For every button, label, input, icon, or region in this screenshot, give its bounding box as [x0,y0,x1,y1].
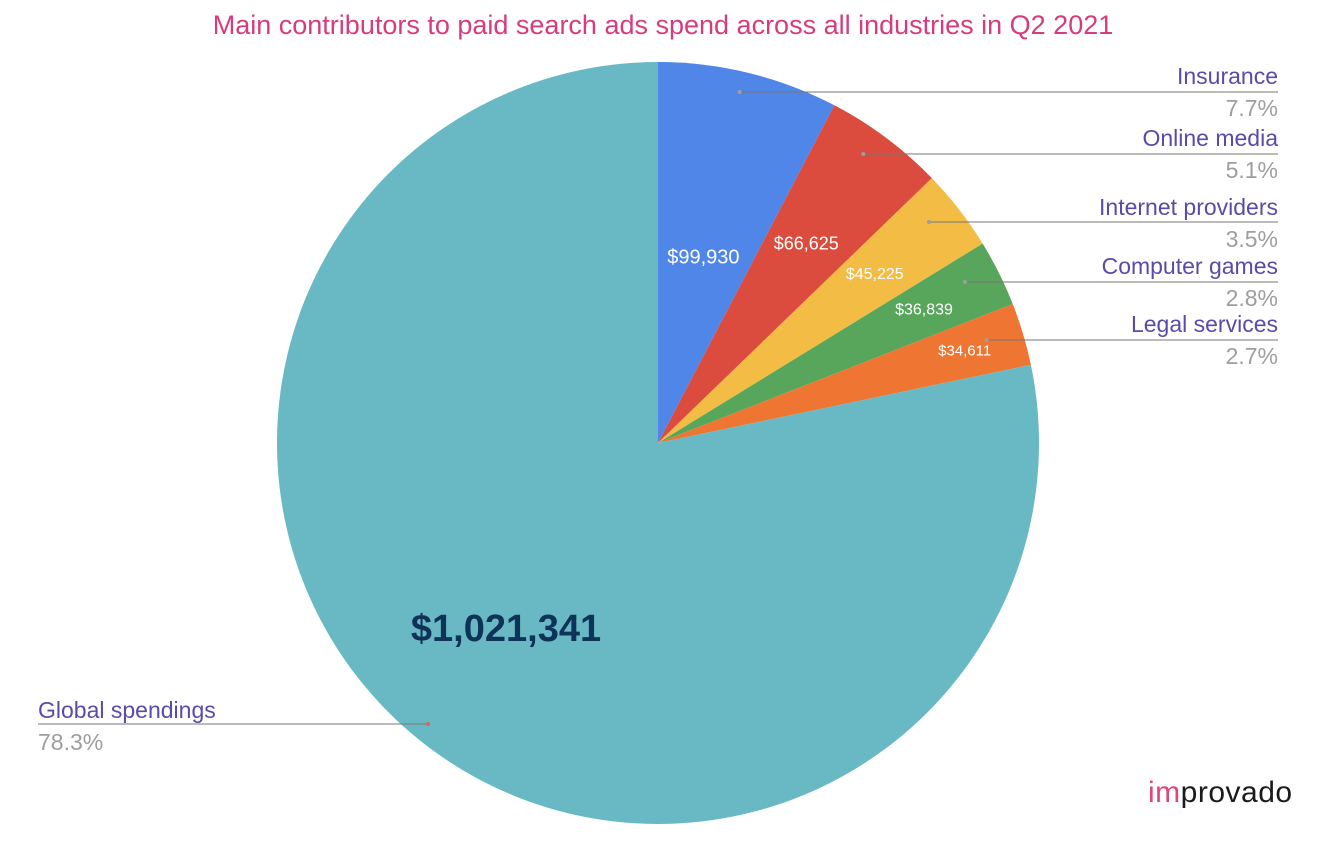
slice-label-insurance: Insurance [1177,63,1278,89]
pie-slice-insurance [658,62,835,443]
slice-percent-computer-games: 2.8% [1226,285,1278,311]
slice-value-online-media: $66,625 [774,233,839,253]
chart-title: Main contributors to paid search ads spe… [212,10,1114,40]
pie-slice-global-spendings [277,62,1040,824]
pie-slice-internet-providers [658,178,983,443]
pie-slice-online-media [658,105,932,443]
slice-label-online-media: Online media [1142,125,1278,151]
leader-dot-insurance [737,90,742,94]
leader-dot-legal-services [984,338,989,342]
leader-dot-online-media [861,152,866,156]
slice-label-global-spendings: Global spendings [38,697,216,723]
slice-percent-online-media: 5.1% [1226,157,1278,183]
slice-label-legal-services: Legal services [1131,311,1278,337]
improvado-logo: improvado [1148,776,1293,810]
slice-value-legal-services: $34,611 [938,342,991,359]
slice-percent-legal-services: 2.7% [1226,343,1278,369]
slice-value-internet-providers: $45,225 [846,266,904,283]
pie-slices [277,62,1040,824]
logo-part-provado: provado [1180,776,1293,809]
logo-part-im: im [1148,776,1181,809]
slice-percent-insurance: 7.7% [1226,95,1278,121]
leader-dot-global-spendings [426,722,430,726]
slice-labels: Insurance 7.7% Online media 5.1% Internet pr… [38,63,1278,755]
pie-slice-legal-services [658,304,1031,443]
slice-label-computer-games: Computer games [1102,253,1278,279]
leader-dot-computer-games [962,280,967,284]
pie-slice-computer-games [658,243,1013,443]
slice-percent-internet-providers: 3.5% [1226,226,1278,252]
leader-lines [38,90,1278,726]
slice-percent-global-spendings: 78.3% [38,729,103,755]
slice-label-internet-providers: Internet providers [1099,194,1278,220]
leader-dot-internet-providers [926,220,931,224]
slice-value-labels: $99,930 $66,625 $45,225 $36,839 $34,611 $1,02… [411,233,991,650]
slice-value-computer-games: $36,839 [895,302,953,319]
slice-value-global-spendings: $1,021,341 [411,608,601,650]
slice-value-insurance: $99,930 [667,246,739,268]
